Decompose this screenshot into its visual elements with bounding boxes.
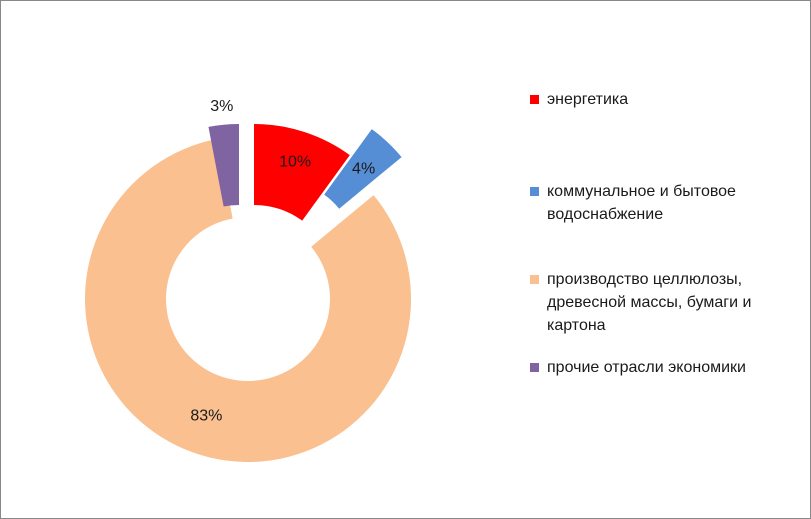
slice-energy	[254, 124, 350, 221]
legend-item-pulp-paper: производство целлюлозы, древесной массы,…	[530, 268, 805, 337]
legend-swatch-utilities	[530, 187, 539, 196]
legend-swatch-other	[530, 363, 539, 372]
legend-swatch-energy	[530, 95, 539, 104]
legend-item-other: прочие отрасли экономики	[530, 356, 805, 379]
legend-swatch-pulp-paper	[530, 275, 539, 284]
slice-label-other: 3%	[210, 98, 233, 115]
slice-label-utilities: 4%	[352, 161, 375, 178]
slice-labels: 10% 4% 83% 3%	[190, 98, 375, 425]
slice-other	[208, 124, 239, 207]
legend-item-utilities: коммунальное и бытовое водоснабжение	[530, 180, 805, 226]
slice-utilities	[324, 129, 402, 209]
legend-label-other: прочие отрасли экономики	[547, 359, 746, 376]
legend-item-energy: энергетика	[530, 88, 805, 111]
legend-label-pulp-paper: производство целлюлозы, древесной массы,…	[547, 271, 752, 334]
legend-label-energy: энергетика	[547, 91, 629, 108]
slice-label-pulp-paper: 83%	[190, 408, 222, 425]
legend-label-utilities: коммунальное и бытовое водоснабжение	[547, 183, 736, 223]
donut-slices	[85, 124, 412, 463]
slice-pulp-paper	[85, 138, 412, 463]
slice-label-energy: 10%	[279, 154, 311, 171]
